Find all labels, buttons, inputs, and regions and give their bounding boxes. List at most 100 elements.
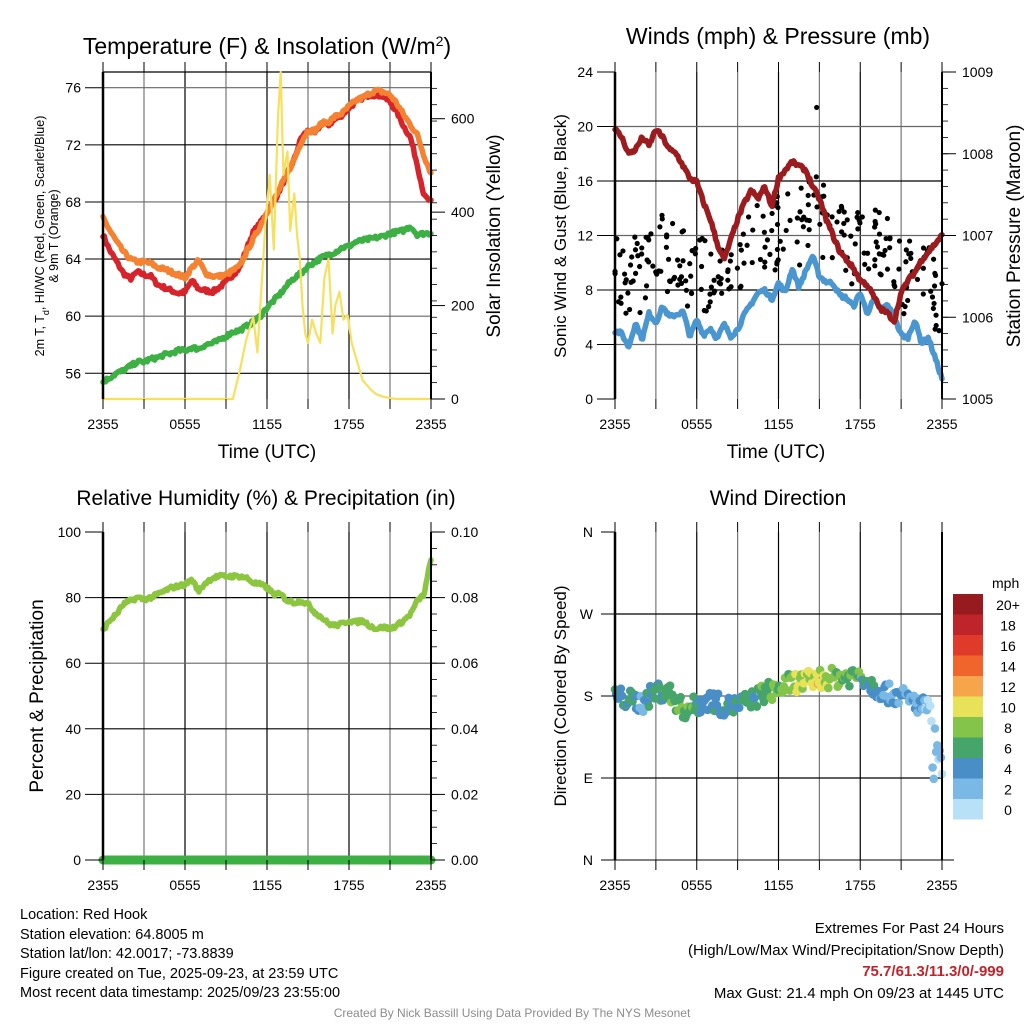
direction-point [845, 681, 854, 691]
y-tick-label: 56 [65, 365, 81, 381]
gust-point [876, 209, 882, 216]
gust-point [787, 217, 793, 224]
gust-point [762, 244, 768, 250]
gust-point [844, 217, 850, 223]
gust-point [813, 174, 819, 180]
y-tick-label: 40 [65, 721, 81, 737]
gust-point [839, 205, 845, 211]
gust-point [741, 260, 747, 266]
legend-swatch [953, 717, 983, 738]
gust-point [707, 291, 713, 297]
figure-created-text: Figure created on Tue, 2025-09-23, at 23… [20, 965, 339, 982]
gust-point [622, 271, 628, 277]
direction-point [752, 702, 762, 711]
legend-title: mph [992, 575, 1019, 591]
gust-point [814, 104, 820, 111]
gust-point [617, 252, 623, 258]
gust-point [908, 255, 914, 262]
solar-insolation-line [101, 70, 433, 401]
gust-point [774, 259, 780, 265]
gust-point [834, 219, 840, 225]
gust-point [896, 238, 903, 244]
gust-point [785, 191, 791, 197]
gust-point [620, 248, 626, 254]
gust-point [905, 297, 911, 304]
gust-point [777, 238, 783, 244]
direction-point [655, 682, 664, 691]
gust-point [872, 263, 878, 269]
gust-point [738, 247, 744, 253]
y-tick-label: E [584, 770, 593, 786]
gust-point [717, 281, 724, 287]
gust-point [876, 251, 882, 257]
gust-point [744, 242, 750, 248]
direction-point [665, 681, 675, 690]
gust-point [728, 252, 734, 258]
winds-grid [615, 72, 942, 399]
direction-point [936, 753, 946, 762]
gust-point [874, 244, 881, 250]
gust-point [674, 257, 681, 263]
y2-tick-label: 0.02 [451, 786, 478, 802]
gust-point [650, 263, 656, 269]
legend-swatch [953, 635, 983, 656]
gust-point [671, 274, 678, 280]
legend-swatch [953, 655, 983, 676]
direction-point [616, 684, 626, 693]
direction-point [930, 724, 940, 733]
y-tick-label: 20 [577, 119, 593, 135]
gust-point [762, 259, 768, 265]
direction-y-axis-label: Direction (Colored By Speed) [551, 585, 570, 806]
gust-point [873, 239, 879, 245]
y-tick-label: W [580, 606, 594, 622]
gust-point [634, 240, 640, 247]
gust-point [841, 209, 847, 215]
x-tick-label: 2355 [415, 877, 446, 893]
legend-swatch [953, 758, 983, 779]
legend-label: 0 [1004, 802, 1012, 818]
gust-point [799, 217, 805, 223]
direction-point [927, 716, 936, 726]
gust-point [797, 262, 803, 268]
gust-point [820, 182, 827, 188]
humidity-y-ticks: 0 20 40 60 80 100 [58, 524, 103, 868]
gust-point [783, 227, 789, 234]
gust-point [805, 242, 811, 249]
gust-point [667, 278, 673, 284]
gust-point [679, 229, 685, 235]
gust-point [805, 192, 811, 199]
legend-swatch [953, 737, 983, 758]
legend-label: 14 [1000, 659, 1016, 675]
gust-point [669, 220, 676, 227]
gust-point [876, 231, 883, 237]
gust-point [637, 263, 643, 270]
gust-point [861, 250, 867, 256]
gust-point [707, 299, 713, 305]
sonic-wind-line [612, 253, 945, 382]
gust-point [930, 256, 937, 262]
gust-point [646, 237, 652, 243]
x-tick-label: 0555 [681, 416, 712, 432]
winds-series [612, 104, 945, 382]
gust-point [664, 232, 670, 238]
gust-point [794, 239, 800, 245]
y-tick-label: 0 [73, 852, 81, 868]
gust-point [800, 224, 806, 230]
y2-tick-label: 0.04 [451, 721, 478, 737]
x-tick-label: 1155 [763, 416, 793, 432]
gust-point [883, 235, 889, 242]
y2-tick-label: 1008 [962, 146, 993, 162]
gust-point [627, 262, 634, 268]
gust-point [698, 286, 704, 292]
gust-point [646, 259, 652, 265]
gust-point [798, 185, 804, 191]
gust-point [659, 212, 665, 218]
gust-point [931, 300, 937, 307]
gust-point [882, 247, 888, 254]
gust-point [684, 303, 691, 309]
legend-swatch [953, 696, 983, 717]
y-tick-label: 24 [577, 64, 593, 80]
y2-tick-label: 200 [451, 298, 475, 314]
gust-point [805, 202, 811, 208]
